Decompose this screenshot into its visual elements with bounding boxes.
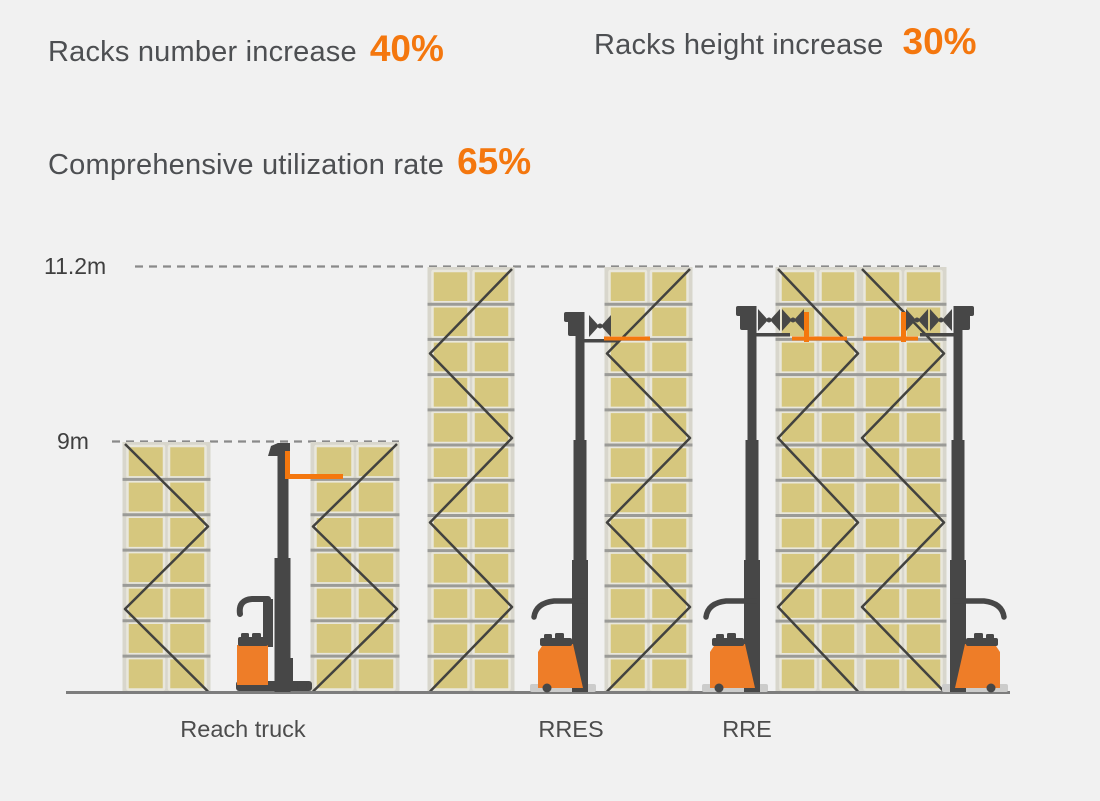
stat-label: Racks number increase — [48, 36, 357, 68]
stat-value: 65% — [457, 141, 532, 182]
stat-utilization-rate: Comprehensive utilization rate 65% — [48, 141, 531, 183]
stat-label: Comprehensive utilization rate — [48, 149, 445, 181]
height-marker-11-2m: 11.2m — [44, 253, 107, 279]
stat-value: 30% — [902, 21, 977, 62]
group-label-rres: RRES — [538, 716, 604, 742]
stat-racks-number-increase: Racks number increase 40% — [48, 28, 444, 70]
group-label-rre: RRE — [722, 716, 772, 742]
height-marker-9m: 9m — [57, 428, 89, 454]
stat-label: Racks height increase — [594, 29, 884, 61]
stat-racks-height-increase: Racks height increase 30% — [594, 21, 977, 63]
group-label-reach-truck: Reach truck — [180, 716, 306, 742]
stat-value: 40% — [369, 28, 444, 69]
